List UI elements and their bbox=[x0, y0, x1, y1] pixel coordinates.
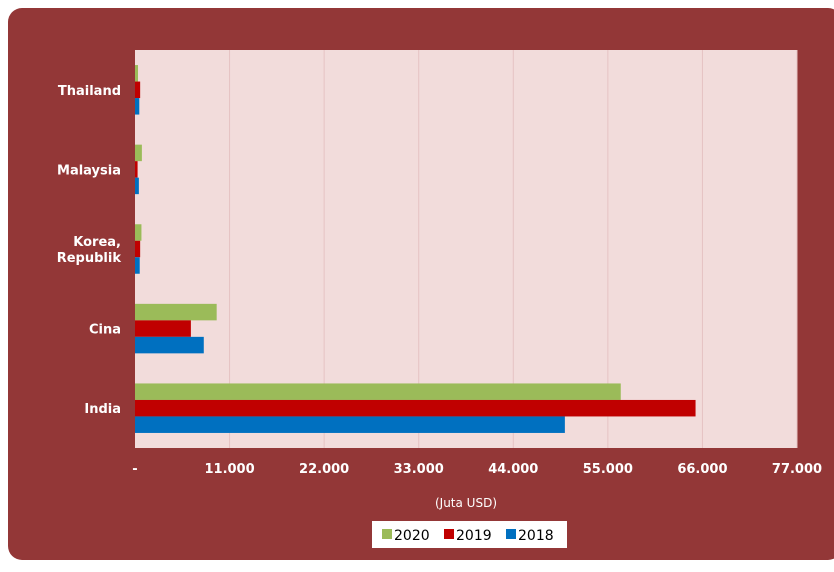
bar-2020 bbox=[135, 224, 142, 241]
bar-2019 bbox=[135, 320, 191, 337]
bars bbox=[135, 65, 696, 433]
legend-swatch bbox=[506, 529, 516, 539]
x-tick-label: 44.000 bbox=[488, 462, 538, 477]
legend-label: 2019 bbox=[456, 528, 492, 544]
bar-2020 bbox=[135, 383, 621, 400]
x-tick-label: 33.000 bbox=[394, 462, 444, 477]
bar-2019 bbox=[135, 161, 138, 178]
x-tick-label: - bbox=[132, 462, 137, 477]
x-tick-labels: - 11.000 22.000 33.000 44.000 55.000 66.000 77.… bbox=[132, 462, 822, 477]
bar-2019 bbox=[135, 240, 141, 258]
category-label: Cina bbox=[89, 323, 121, 338]
bar-2018 bbox=[135, 416, 565, 433]
legend-swatch bbox=[382, 529, 392, 539]
x-tick-label: 66.000 bbox=[677, 462, 727, 477]
legend-box bbox=[372, 521, 567, 548]
gridlines bbox=[229, 50, 798, 448]
x-tick-label: 77.000 bbox=[772, 462, 822, 477]
bar-2018 bbox=[135, 257, 140, 274]
bar-2018 bbox=[135, 98, 140, 115]
category-labels: Thailand Malaysia Korea, Republik Cina India bbox=[57, 84, 122, 417]
bar-2018 bbox=[135, 177, 139, 195]
legend: 2020 2019 2018 bbox=[372, 521, 567, 548]
legend-label: 2018 bbox=[518, 528, 554, 544]
bar-2018 bbox=[135, 336, 204, 354]
plot-area bbox=[135, 50, 797, 448]
category-label: Korea, Republik bbox=[57, 235, 122, 266]
x-tick-label: 55.000 bbox=[583, 462, 633, 477]
bar-2019 bbox=[135, 399, 696, 417]
category-label: Thailand bbox=[58, 84, 121, 99]
x-tick-label: 22.000 bbox=[299, 462, 349, 477]
category-label: India bbox=[84, 402, 121, 417]
legend-swatch bbox=[444, 529, 454, 539]
chart-card: Thailand Malaysia Korea, Republik Cina India … bbox=[8, 8, 834, 560]
bar-2020 bbox=[135, 144, 142, 162]
legend-label: 2020 bbox=[394, 528, 430, 544]
bar-2019 bbox=[135, 81, 141, 99]
bar-2020 bbox=[135, 303, 217, 321]
x-tick-label: 11.000 bbox=[204, 462, 254, 477]
bar-2020 bbox=[135, 65, 139, 82]
x-axis-label: (Juta USD) bbox=[435, 496, 497, 510]
category-label: Malaysia bbox=[57, 163, 121, 178]
